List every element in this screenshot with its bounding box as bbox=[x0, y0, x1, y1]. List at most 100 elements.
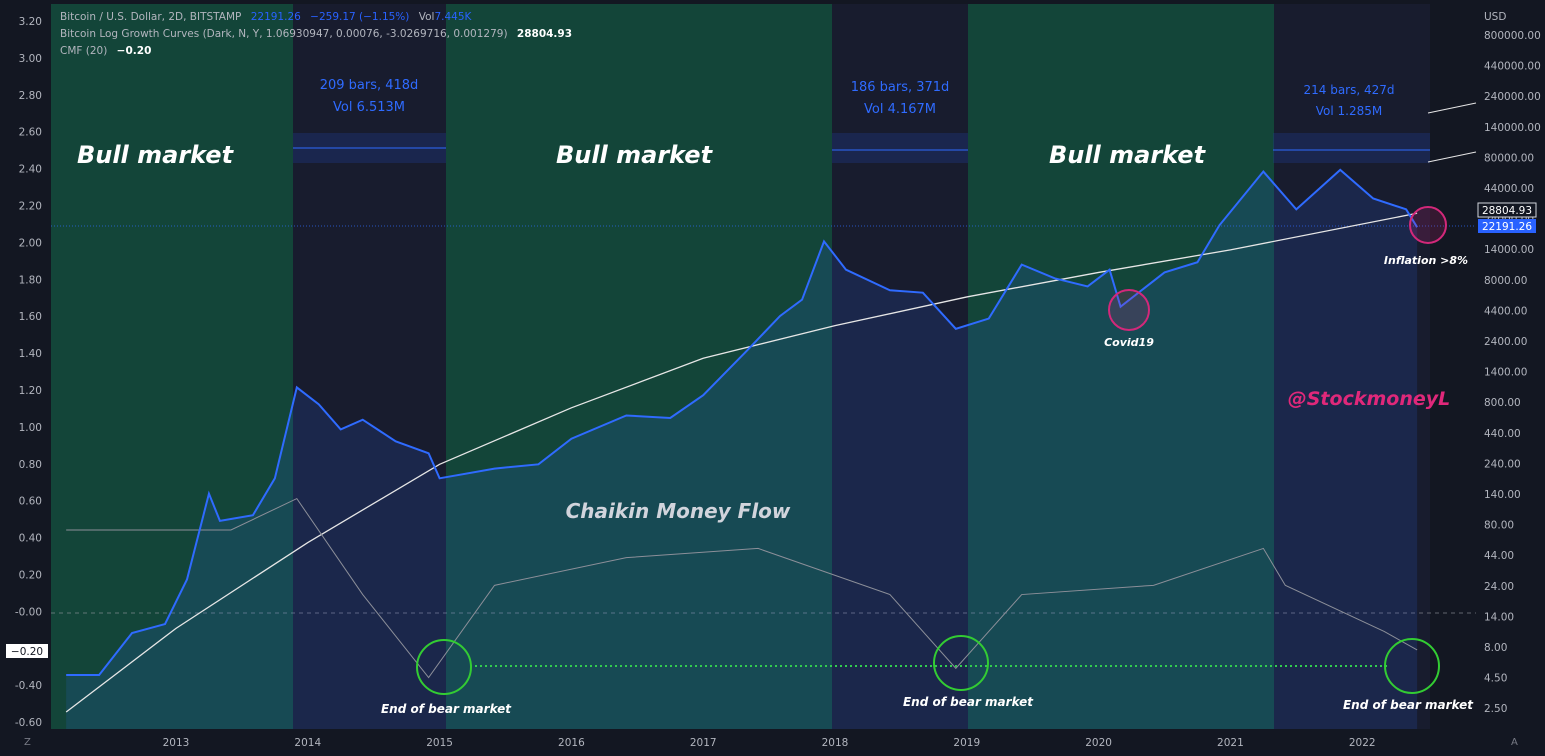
indicator-title[interactable]: Bitcoin Log Growth Curves (Dark, N, Y, 1… bbox=[60, 28, 508, 40]
left-axis-tick: 2.80 bbox=[19, 90, 42, 102]
auto-scale-button[interactable]: A bbox=[1511, 737, 1518, 748]
left-axis-tick: 1.00 bbox=[19, 422, 42, 434]
left-axis-tick: 2.60 bbox=[19, 127, 42, 139]
right-axis-tick: 240.00 bbox=[1484, 458, 1521, 470]
left-axis-tick: 0.60 bbox=[19, 496, 42, 508]
right-axis-tick: 8000.00 bbox=[1484, 275, 1527, 287]
range-measures bbox=[293, 133, 1430, 163]
last-price-value: 22191.26 bbox=[250, 11, 301, 23]
right-axis-tick: 2.50 bbox=[1484, 703, 1507, 715]
price-area-fill bbox=[66, 169, 1418, 730]
symbol-title[interactable]: Bitcoin / U.S. Dollar, 2D, BITSTAMP bbox=[60, 11, 242, 23]
time-axis-tick: 2017 bbox=[690, 737, 717, 749]
left-axis-tick: -0.60 bbox=[15, 717, 42, 729]
growth-band-upper bbox=[1427, 102, 1477, 114]
left-axis-tick: -0.00 bbox=[15, 606, 42, 618]
bull-label-1: Bull market bbox=[77, 141, 235, 169]
watermark: @StockmoneyL bbox=[1288, 388, 1450, 410]
cmf-current-tag-value: −0.20 bbox=[11, 646, 43, 658]
regime-zones bbox=[51, 4, 1430, 729]
range-box-3 bbox=[1273, 133, 1430, 163]
range-box-2 bbox=[832, 133, 968, 163]
inflation-circle bbox=[1409, 206, 1447, 244]
growth-curve-line bbox=[65, 212, 1418, 713]
right-axis-tick: 44.00 bbox=[1484, 550, 1514, 562]
time-axis-tick: 2013 bbox=[163, 737, 190, 749]
legend-cmf-row[interactable]: CMF (20) −0.20 bbox=[60, 45, 151, 57]
price-line bbox=[66, 168, 1418, 677]
series-layer bbox=[65, 168, 1418, 730]
right-axis-tick: 140.00 bbox=[1484, 489, 1521, 501]
bear-zone-2 bbox=[832, 4, 968, 729]
right-axis-tick: 24.00 bbox=[1484, 581, 1514, 593]
time-axis-tick: 2021 bbox=[1217, 737, 1244, 749]
bull-zone-2 bbox=[446, 4, 832, 729]
volume-label: Vol bbox=[418, 11, 435, 23]
right-axis-tick: 80000.00 bbox=[1484, 152, 1534, 164]
cmf-current-tag bbox=[6, 644, 48, 658]
left-axis-tick: 1.20 bbox=[19, 385, 42, 397]
inflation-label: Inflation >8% bbox=[1384, 254, 1468, 267]
right-axis-tick: 8.00 bbox=[1484, 642, 1507, 654]
range-bars-3: 214 bars, 427d bbox=[1303, 83, 1394, 97]
time-axis[interactable]: 2013 2014 2015 2016 2017 2018 2019 2020 2021 2022 bbox=[163, 737, 1376, 749]
time-axis-tick: 2014 bbox=[294, 737, 321, 749]
bear-end-circle-2 bbox=[933, 635, 989, 691]
covid-label: Covid19 bbox=[1104, 336, 1154, 349]
time-axis-tick: 2020 bbox=[1085, 737, 1112, 749]
right-axis-tick: 140000.00 bbox=[1484, 122, 1541, 134]
left-axis-tick: 3.20 bbox=[19, 16, 42, 28]
legend-symbol-row[interactable]: Bitcoin / U.S. Dollar, 2D, BITSTAMP 2219… bbox=[60, 11, 471, 23]
cmf-line bbox=[66, 497, 1418, 679]
range-vol-1: Vol 6.513M bbox=[333, 100, 405, 115]
cmf-title: Chaikin Money Flow bbox=[566, 499, 791, 523]
left-axis-tick: 0.80 bbox=[19, 459, 42, 471]
right-axis-tick: 800000.00 bbox=[1484, 30, 1541, 42]
left-axis-tick: 2.00 bbox=[19, 237, 42, 249]
covid-circle bbox=[1108, 289, 1150, 331]
range-vol-2: Vol 4.167M bbox=[864, 102, 936, 117]
bull-label-3: Bull market bbox=[1049, 141, 1207, 169]
bull-label-2: Bull market bbox=[556, 141, 714, 169]
volume-value: 7.445K bbox=[434, 11, 472, 23]
right-axis-tick: 2400.00 bbox=[1484, 336, 1527, 348]
timezone-button[interactable]: Z bbox=[24, 737, 31, 748]
indicator-value: 28804.93 bbox=[516, 28, 573, 40]
right-axis-tick: 44000.00 bbox=[1484, 183, 1534, 195]
left-axis-tick: 0.40 bbox=[19, 533, 42, 545]
cmf-title-legend[interactable]: CMF (20) bbox=[60, 45, 108, 57]
time-axis-tick: 2018 bbox=[822, 737, 849, 749]
time-axis-tick: 2016 bbox=[558, 737, 585, 749]
range-bars-2: 186 bars, 371d bbox=[851, 80, 950, 95]
left-axis-tick: 2.20 bbox=[19, 201, 42, 213]
right-axis-tick: 14.00 bbox=[1484, 611, 1514, 623]
growth-curve-tag-value: 28804.93 bbox=[1482, 205, 1532, 217]
bear-end-label-2: End of bear market bbox=[903, 695, 1034, 709]
growth-curve-tag bbox=[1477, 202, 1537, 218]
right-axis-tick: 1400.00 bbox=[1484, 367, 1527, 379]
left-axis-tick: 0.20 bbox=[19, 570, 42, 582]
right-axis-tick: 800.00 bbox=[1484, 397, 1521, 409]
legend-indicator-row[interactable]: Bitcoin Log Growth Curves (Dark, N, Y, 1… bbox=[60, 28, 572, 40]
right-axis-tick: 440.00 bbox=[1484, 428, 1521, 440]
range-bars-1: 209 bars, 418d bbox=[320, 78, 419, 93]
right-axis[interactable]: USD 800000.00 440000.00 240000.00 140000.00 8… bbox=[1484, 11, 1541, 715]
bear-end-circle-3 bbox=[1384, 638, 1440, 694]
time-axis-tick: 2022 bbox=[1349, 737, 1376, 749]
bear-zone-3 bbox=[1274, 4, 1430, 729]
growth-band-mid bbox=[1427, 151, 1477, 163]
range-vol-3: Vol 1.285M bbox=[1316, 104, 1382, 118]
left-axis-tick: 3.00 bbox=[19, 53, 42, 65]
price-change-value: −259.17 (−1.15%) bbox=[310, 11, 410, 23]
currency-label: USD bbox=[1484, 11, 1506, 23]
last-price-tag-value: 22191.26 bbox=[1482, 221, 1532, 233]
cmf-value: −0.20 bbox=[116, 45, 152, 57]
right-axis-tick: 14000.00 bbox=[1484, 244, 1534, 256]
right-axis-tick: 440000.00 bbox=[1484, 61, 1541, 73]
left-axis-tick: 1.80 bbox=[19, 274, 42, 286]
right-axis-tick: 80.00 bbox=[1484, 520, 1514, 532]
left-axis-tick: 1.60 bbox=[19, 311, 42, 323]
right-axis-tick: 4400.00 bbox=[1484, 305, 1527, 317]
right-axis-tick: 4.50 bbox=[1484, 673, 1507, 685]
